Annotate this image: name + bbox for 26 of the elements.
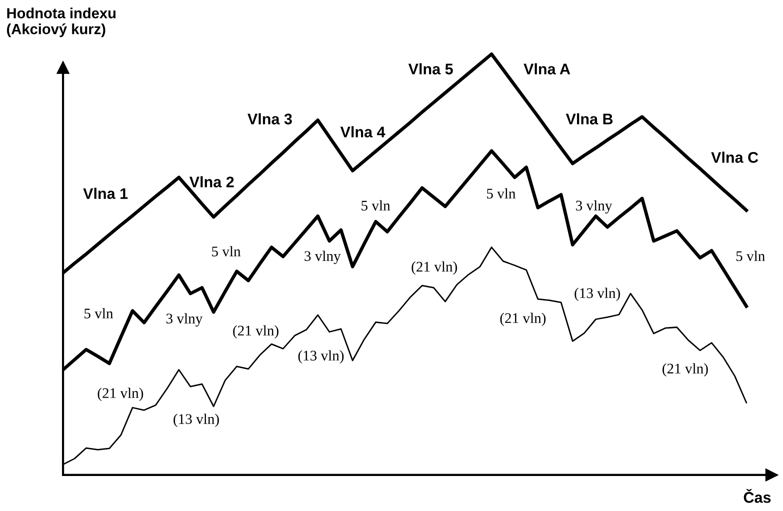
annotation: Vlna 5 bbox=[408, 63, 453, 74]
annotation: (21 vln) bbox=[662, 363, 708, 376]
annotation: (21 vln) bbox=[233, 325, 278, 339]
annotation: Vlna B bbox=[566, 113, 613, 124]
annotation: 3 vlny bbox=[304, 250, 341, 264]
annotation: Vlna 3 bbox=[248, 113, 292, 124]
annotation: Vlna 4 bbox=[340, 126, 386, 138]
annotation: (21 vln) bbox=[98, 388, 144, 402]
x-axis-title: Čas bbox=[744, 489, 771, 503]
annotation: Vlna 2 bbox=[189, 176, 234, 188]
annotation: Vlna A bbox=[524, 63, 570, 74]
annotation: 5 vln bbox=[487, 188, 516, 199]
annotation: 3 vlny bbox=[576, 200, 612, 214]
annotation: (13 vln) bbox=[298, 350, 344, 364]
annotation: 5 vln bbox=[362, 200, 390, 211]
annotation: (21 vln) bbox=[500, 312, 546, 326]
annotation: 5 vln bbox=[84, 308, 114, 318]
y-axis-title: Hodnota indexu (Akciový kurz) bbox=[6, 8, 116, 38]
annotation: 3 vlny bbox=[166, 313, 203, 327]
annotation: (21 vln) bbox=[412, 261, 457, 275]
annotation: (13 vln) bbox=[574, 288, 620, 302]
annotation: Vlna 1 bbox=[83, 188, 128, 199]
annotation: Vlna C bbox=[711, 152, 758, 163]
annotation: 5 vln bbox=[212, 246, 241, 256]
annotation: (13 vln) bbox=[174, 414, 219, 427]
annotation: 5 vln bbox=[736, 250, 765, 262]
